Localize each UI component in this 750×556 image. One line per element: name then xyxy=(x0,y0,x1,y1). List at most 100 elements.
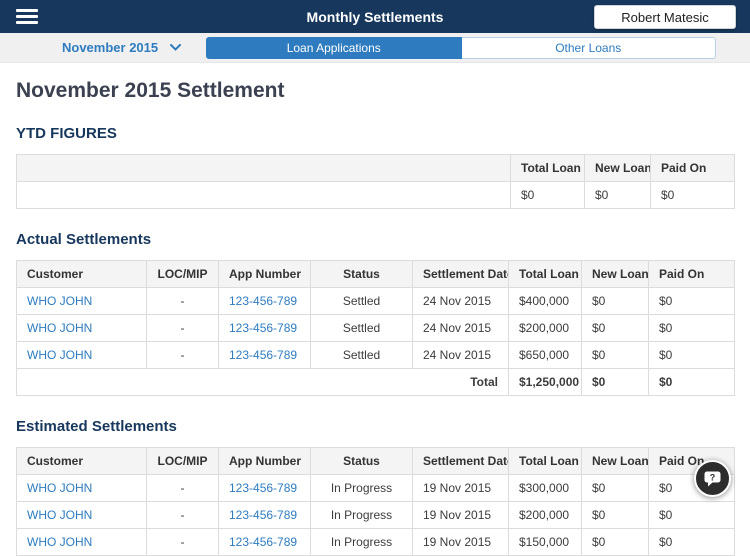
table-row: WHO JOHN - 123-456-789 Settled 24 Nov 20… xyxy=(16,314,735,342)
customer-link[interactable]: WHO JOHN xyxy=(27,508,93,522)
main-content: November 2015 Settlement YTD FIGURES Tot… xyxy=(0,79,750,556)
cell-status: Settled xyxy=(310,314,413,342)
table-header-row: Customer LOC/MIP App Number Status Settl… xyxy=(16,447,735,475)
customer-link[interactable]: WHO JOHN xyxy=(27,535,93,549)
table-header-row: Total Loan New Loan Paid On xyxy=(16,154,735,182)
actual-settlements-heading: Actual Settlements xyxy=(16,231,152,248)
table-row: WHO JOHN - 123-456-789 In Progress 19 No… xyxy=(16,474,735,502)
col-customer: Customer xyxy=(16,260,147,288)
col-new-loan: New Loan xyxy=(581,447,649,475)
table-total-row: Total $1,250,000 $0 $0 xyxy=(16,368,735,396)
cell-new-loan: $0 xyxy=(581,341,649,369)
col-status: Status xyxy=(310,447,413,475)
cell-app-number: 123-456-789 xyxy=(218,501,311,529)
ytd-table: Total Loan New Loan Paid On $0 $0 $0 xyxy=(16,154,735,209)
app-number-link[interactable]: 123-456-789 xyxy=(229,481,298,495)
cell-app-number: 123-456-789 xyxy=(218,314,311,342)
user-button[interactable]: Robert Matesic xyxy=(594,5,736,29)
chevron-down-icon xyxy=(170,44,182,51)
estimated-settlements-heading: Estimated Settlements xyxy=(16,418,177,435)
col-paid-on: Paid On xyxy=(650,154,735,182)
estimated-settlements-table: Customer LOC/MIP App Number Status Settl… xyxy=(16,447,735,556)
cell-paid-on: $0 xyxy=(648,501,735,529)
chat-button[interactable]: ? xyxy=(694,460,731,497)
cell-loc-mip: - xyxy=(146,501,219,529)
cell-paid-on: $0 xyxy=(648,314,735,342)
cell-customer: WHO JOHN xyxy=(16,287,147,315)
cell-settlement-date: 24 Nov 2015 xyxy=(412,341,509,369)
total-label: Total xyxy=(16,368,509,396)
cell-new-loan: $0 xyxy=(581,287,649,315)
cell-app-number: 123-456-789 xyxy=(218,474,311,502)
col-app-number: App Number xyxy=(218,447,311,475)
cell-paid-on: $0 xyxy=(648,528,735,556)
cell-total-loan: $200,000 xyxy=(508,501,582,529)
cell-total-loan: $650,000 xyxy=(508,341,582,369)
cell-paid-on: $0 xyxy=(648,341,735,369)
cell-paid-on: $0 xyxy=(648,287,735,315)
cell-loc-mip: - xyxy=(146,528,219,556)
table-row: WHO JOHN - 123-456-789 In Progress 19 No… xyxy=(16,501,735,529)
cell-total-loan: $0 xyxy=(510,181,585,209)
month-selector[interactable]: November 2015 xyxy=(62,40,182,55)
col-customer: Customer xyxy=(16,447,147,475)
cell-app-number: 123-456-789 xyxy=(218,341,311,369)
cell-settlement-date: 19 Nov 2015 xyxy=(412,528,509,556)
chat-bubble-icon: ? xyxy=(704,471,721,487)
cell-settlement-date: 24 Nov 2015 xyxy=(412,314,509,342)
table-row: WHO JOHN - 123-456-789 Settled 24 Nov 20… xyxy=(16,341,735,369)
actual-settlements-table: Customer LOC/MIP App Number Status Settl… xyxy=(16,260,735,396)
cell-status: Settled xyxy=(310,287,413,315)
cell-total-loan: $200,000 xyxy=(508,314,582,342)
cell-customer: WHO JOHN xyxy=(16,501,147,529)
customer-link[interactable]: WHO JOHN xyxy=(27,294,93,308)
cell-settlement-date: 24 Nov 2015 xyxy=(412,287,509,315)
cell-new-loan: $0 xyxy=(581,314,649,342)
cell-new-loan: $0 xyxy=(581,528,649,556)
cell-loc-mip: - xyxy=(146,341,219,369)
col-new-loan: New Loan xyxy=(581,260,649,288)
customer-link[interactable]: WHO JOHN xyxy=(27,481,93,495)
table-header-row: Customer LOC/MIP App Number Status Settl… xyxy=(16,260,735,288)
app-number-link[interactable]: 123-456-789 xyxy=(229,348,298,362)
customer-link[interactable]: WHO JOHN xyxy=(27,348,93,362)
app-number-link[interactable]: 123-456-789 xyxy=(229,321,298,335)
cell-total-loan: $300,000 xyxy=(508,474,582,502)
col-status: Status xyxy=(310,260,413,288)
cell-status: In Progress xyxy=(310,501,413,529)
month-selector-label: November 2015 xyxy=(62,40,159,55)
col-loc-mip: LOC/MIP xyxy=(146,447,219,475)
cell-paid-on: $0 xyxy=(650,181,735,209)
cell-total-loan: $150,000 xyxy=(508,528,582,556)
page-title: November 2015 Settlement xyxy=(16,79,285,102)
col-total-loan: Total Loan xyxy=(508,260,582,288)
col-loc-mip: LOC/MIP xyxy=(146,260,219,288)
col-paid-on: Paid On xyxy=(648,260,735,288)
tab-other-loans[interactable]: Other Loans xyxy=(461,36,716,59)
cell-customer: WHO JOHN xyxy=(16,528,147,556)
total-paid-on: $0 xyxy=(648,368,735,396)
cell-status: In Progress xyxy=(310,528,413,556)
table-row: WHO JOHN - 123-456-789 In Progress 19 No… xyxy=(16,528,735,556)
tab-loan-applications[interactable]: Loan Applications xyxy=(206,36,462,59)
col-total-loan: Total Loan xyxy=(510,154,585,182)
col-blank xyxy=(16,154,511,182)
cell-app-number: 123-456-789 xyxy=(218,287,311,315)
customer-link[interactable]: WHO JOHN xyxy=(27,321,93,335)
app-number-link[interactable]: 123-456-789 xyxy=(229,535,298,549)
cell-blank xyxy=(16,181,511,209)
hamburger-menu-icon[interactable] xyxy=(16,9,38,24)
svg-text:?: ? xyxy=(710,473,716,483)
total-new-loan: $0 xyxy=(581,368,649,396)
cell-customer: WHO JOHN xyxy=(16,341,147,369)
cell-loc-mip: - xyxy=(146,314,219,342)
table-row: $0 $0 $0 xyxy=(16,181,735,209)
col-total-loan: Total Loan xyxy=(508,447,582,475)
app-number-link[interactable]: 123-456-789 xyxy=(229,508,298,522)
col-settlement-date: Settlement Date xyxy=(412,447,509,475)
cell-status: Settled xyxy=(310,341,413,369)
app-number-link[interactable]: 123-456-789 xyxy=(229,294,298,308)
cell-settlement-date: 19 Nov 2015 xyxy=(412,501,509,529)
cell-status: In Progress xyxy=(310,474,413,502)
cell-settlement-date: 19 Nov 2015 xyxy=(412,474,509,502)
